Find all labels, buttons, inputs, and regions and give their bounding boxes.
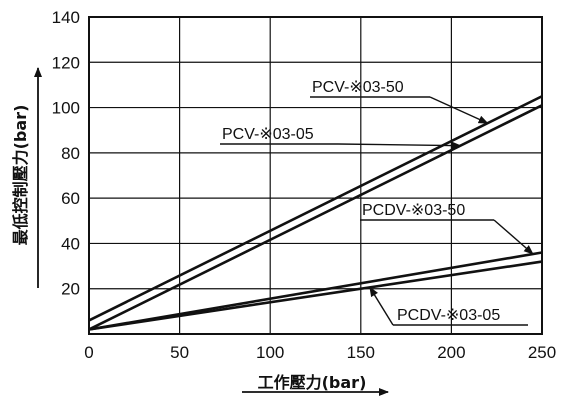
y-axis-label: 最低控制壓力(bar) — [11, 105, 30, 246]
label-leader-arrow — [337, 141, 462, 150]
label-leader-arrow — [493, 219, 534, 255]
y-tick-label: 100 — [52, 99, 80, 118]
label-leader-arrow — [429, 96, 489, 124]
y-tick-label: 20 — [61, 280, 80, 299]
series-line-3 — [88, 251, 543, 331]
y-tick-label: 120 — [52, 53, 80, 72]
x-tick-label: 100 — [256, 343, 284, 362]
series-label-2: PCV-※03-05 — [222, 126, 314, 143]
series-label-1: PCV-※03-50 — [312, 79, 404, 96]
x-tick-label: 150 — [347, 343, 375, 362]
series-line-4 — [88, 260, 543, 331]
label-leaders — [220, 96, 534, 326]
tick-labels: 0 50 100 150 200 250 20 40 60 80 100 120 140 — [52, 8, 557, 362]
x-axis-label: 工作壓力(bar) — [258, 373, 367, 392]
x-tick-label: 0 — [84, 343, 93, 362]
series-line-2 — [88, 104, 543, 331]
series-line-1 — [88, 95, 543, 322]
series-label-4: PCDV-※03-05 — [397, 307, 500, 324]
y-tick-label: 60 — [61, 189, 80, 208]
y-tick-label: 80 — [61, 144, 80, 163]
series-labels: PCV-※03-50 PCV-※03-05 PCDV-※03-50 PCDV-※03-… — [222, 79, 500, 324]
plot-frame — [88, 16, 543, 335]
series-lines — [88, 95, 543, 331]
y-tick-label: 40 — [61, 234, 80, 253]
x-tick-label: 200 — [437, 343, 465, 362]
series-label-3: PCDV-※03-50 — [362, 202, 465, 219]
y-tick-label: 140 — [52, 8, 80, 27]
x-tick-label: 50 — [170, 343, 189, 362]
label-leader-arrow — [369, 286, 394, 326]
x-tick-label: 250 — [528, 343, 556, 362]
